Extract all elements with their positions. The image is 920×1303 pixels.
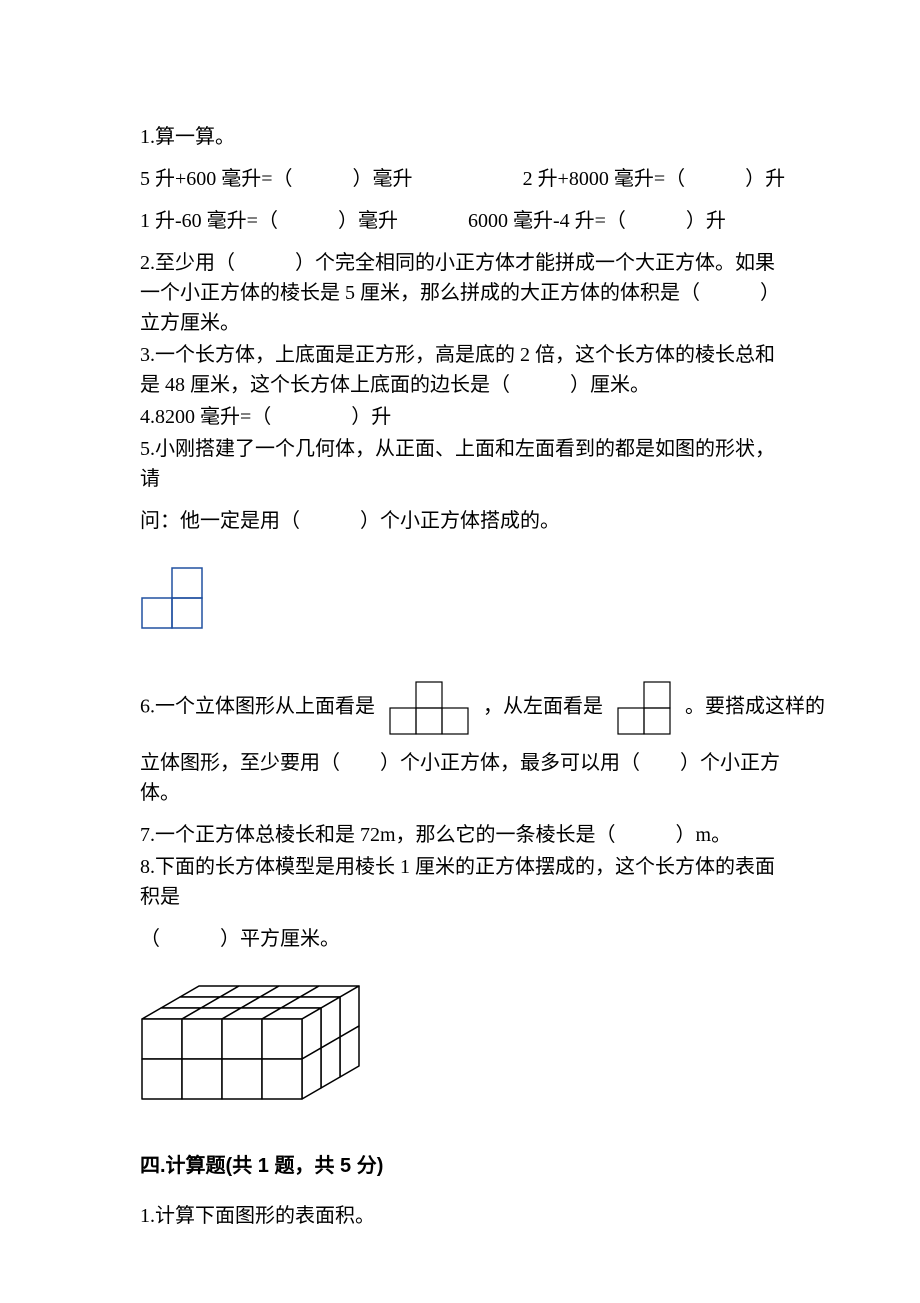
q6a: 6.一个立体图形从上面看是 bbox=[140, 696, 375, 718]
tromino-shape-icon bbox=[140, 566, 204, 630]
q2: 2.至少用（ ）个完全相同的小正方体才能拼成一个大正方体。如果一个小正方体的棱长… bbox=[140, 248, 790, 338]
q3: 3.一个长方体，上底面是正方形，高是底的 2 倍，这个长方体的棱长总和是 48 … bbox=[140, 340, 790, 400]
q5-figure bbox=[140, 566, 790, 630]
q1-line1a: 5 升+600 毫升=（ ）毫升 bbox=[140, 168, 413, 190]
top-view-shape-icon bbox=[388, 680, 470, 736]
q1-title: 1.算一算。 bbox=[140, 122, 790, 152]
q1-line2a: 1 升-60 毫升=（ ）毫升 bbox=[140, 210, 398, 232]
q6d: 立体图形，至少要用（ ）个小正方体，最多可以用（ ）个小正方体。 bbox=[140, 748, 790, 808]
section4-title: 四.计算题(共 1 题，共 5 分) bbox=[140, 1151, 790, 1181]
q4-1: 1.计算下面图形的表面积。 bbox=[140, 1201, 790, 1231]
q1-line1: 5 升+600 毫升=（ ）毫升 2 升+8000 毫升=（ ）升 bbox=[140, 164, 790, 194]
cuboid-isometric-icon bbox=[140, 984, 361, 1101]
q8a: 8.下面的长方体模型是用棱长 1 厘米的正方体摆成的，这个长方体的表面积是 bbox=[140, 852, 790, 912]
q8b: （ ）平方厘米。 bbox=[140, 924, 790, 954]
q5a: 5.小刚搭建了一个几何体，从正面、上面和左面看到的都是如图的形状，请 bbox=[140, 434, 790, 494]
q1-line2b: 6000 毫升-4 升=（ ）升 bbox=[468, 210, 726, 232]
q7: 7.一个正方体总棱长和是 72m，那么它的一条棱长是（ ）m。 bbox=[140, 820, 790, 850]
q5b: 问：他一定是用（ ）个小正方体搭成的。 bbox=[140, 506, 790, 536]
q6b: ，从左面看是 bbox=[483, 696, 603, 718]
q6c: 。要搭成这样的 bbox=[685, 696, 825, 718]
q1-line1b: 2 升+8000 毫升=（ ）升 bbox=[523, 168, 786, 190]
q6-line1: 6.一个立体图形从上面看是 ，从左面看是 。要搭成这样的 bbox=[140, 680, 790, 736]
left-view-shape-icon bbox=[616, 680, 672, 736]
q1-line2: 1 升-60 毫升=（ ）毫升 6000 毫升-4 升=（ ）升 bbox=[140, 206, 790, 236]
q8-figure bbox=[140, 984, 790, 1101]
q4: 4.8200 毫升=（ ）升 bbox=[140, 402, 790, 432]
